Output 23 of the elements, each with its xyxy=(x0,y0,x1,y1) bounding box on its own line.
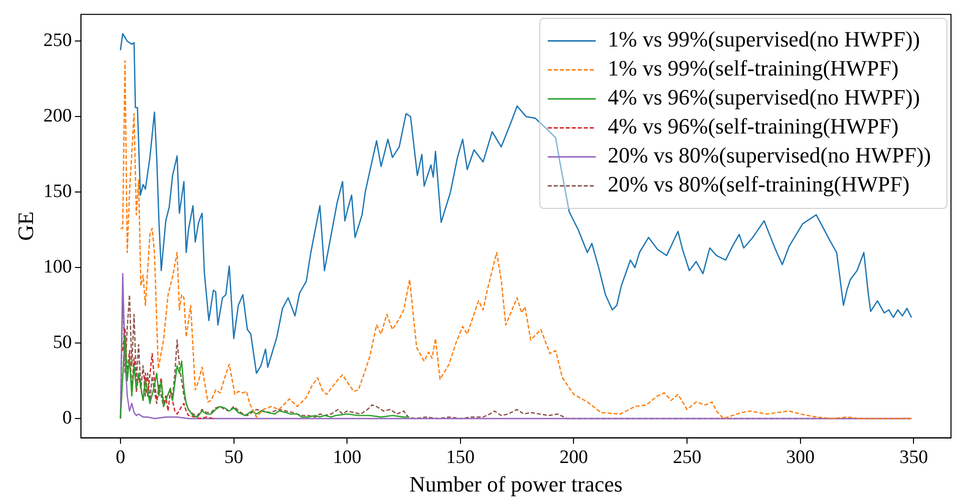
y-tick-label: 200 xyxy=(43,106,72,127)
y-tick-label: 100 xyxy=(43,256,72,278)
x-tick-label: 250 xyxy=(672,447,702,468)
y-tick-label: 50 xyxy=(52,332,72,354)
x-tick-label: 300 xyxy=(786,447,815,468)
legend-label: 4% vs 96%(self-training(HWPF) xyxy=(608,114,899,139)
y-axis-title: GE xyxy=(12,211,38,241)
line-series xyxy=(122,327,214,420)
x-tick-label: 200 xyxy=(559,447,588,468)
y-tick-label: 150 xyxy=(43,181,72,202)
x-tick-label: 350 xyxy=(899,447,928,468)
x-tick-label: 150 xyxy=(446,447,475,468)
legend-label: 1% vs 99%(supervised(no HWPF)) xyxy=(608,26,920,52)
legend-label: 1% vs 99%(self-training(HWPF) xyxy=(608,56,899,81)
legend-label: 4% vs 96%(supervised(no HWPF)) xyxy=(608,84,920,110)
y-tick-label: 0 xyxy=(62,408,72,429)
x-tick-label: 0 xyxy=(116,447,126,468)
x-tick-label: 100 xyxy=(332,447,362,468)
legend-label: 20% vs 80%(supervised(no HWPF)) xyxy=(608,142,931,168)
x-tick-label: 50 xyxy=(224,447,244,468)
x-axis-title: Number of power traces xyxy=(409,472,623,497)
y-tick-label: 250 xyxy=(43,30,72,52)
legend-label: 20% vs 80%(self-training(HWPF) xyxy=(608,172,910,197)
